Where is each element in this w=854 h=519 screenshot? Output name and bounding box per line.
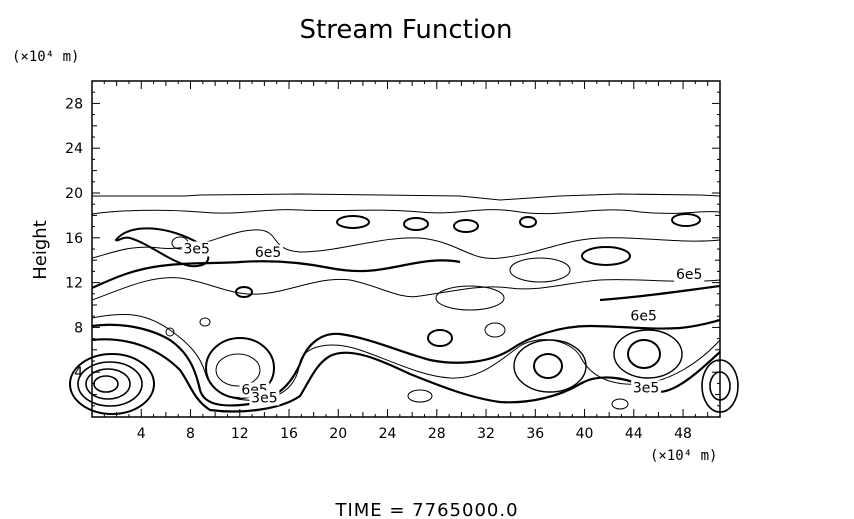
contour-label: 3e5 [633, 380, 659, 396]
contour-line [435, 285, 505, 311]
contour-label: 6e5 [676, 267, 702, 283]
contour-label-bg [249, 390, 280, 406]
contour-line [165, 327, 175, 337]
contour-label: 6e5 [630, 309, 656, 325]
contour-line [581, 246, 631, 266]
contour-label-bg [674, 267, 705, 283]
contour-line [91, 318, 721, 407]
chart-title: Stream Function [300, 15, 513, 45]
contour-line [509, 257, 571, 283]
contour-label-bg [253, 244, 284, 260]
contour-label-bg [181, 241, 212, 257]
contour-label-bg [628, 308, 659, 324]
contour-line [91, 277, 721, 301]
contour-line [92, 193, 721, 201]
contour-line [114, 227, 210, 268]
contour-line [85, 368, 131, 400]
y-tick-label: 16 [65, 231, 83, 247]
x-tick-label: 12 [231, 426, 249, 442]
x-tick-label: 48 [674, 426, 692, 442]
y-tick-label: 28 [65, 96, 83, 112]
x-tick-label: 36 [526, 426, 544, 442]
x-tick-label: 40 [576, 426, 594, 442]
y-tick-label: 4 [74, 365, 83, 381]
contour-line [671, 213, 701, 227]
y-tick-label: 20 [65, 186, 83, 202]
contour-line [235, 286, 253, 298]
y-tick-label: 12 [65, 276, 83, 292]
y-tick-label: 24 [65, 141, 83, 157]
contour-label: 3e5 [183, 241, 209, 257]
contour-line [215, 353, 261, 387]
contour-label: 6e5 [255, 245, 281, 261]
contour-line [599, 284, 721, 302]
contour-line [611, 398, 629, 410]
y-unit-label: (×10⁴ m) [12, 49, 79, 65]
contour-label: 3e5 [251, 390, 277, 406]
contour-line [484, 322, 506, 338]
x-tick-label: 20 [329, 426, 347, 442]
contour-line [513, 339, 587, 393]
x-tick-label: 16 [280, 426, 298, 442]
contour-line [91, 338, 721, 413]
contour-line [69, 353, 155, 415]
contour-line [453, 219, 479, 233]
contour-line [427, 329, 453, 347]
x-tick-label: 44 [625, 426, 643, 442]
contour-line [77, 361, 143, 407]
x-tick-label: 4 [137, 426, 146, 442]
x-tick-label: 24 [379, 426, 397, 442]
contour-line [627, 339, 661, 369]
contour-line [93, 375, 119, 393]
x-tick-label: 8 [186, 426, 195, 442]
contour-line [91, 209, 721, 215]
x-tick-label: 28 [428, 426, 446, 442]
contour-line [336, 215, 370, 229]
contour-line [519, 216, 537, 228]
x-tick-label: 32 [477, 426, 495, 442]
y-axis-title: Height [30, 220, 51, 280]
contour-line [407, 389, 433, 403]
time-label: TIME = 7765000.0 [334, 500, 518, 519]
contour-lines [69, 193, 739, 415]
contour-line [91, 313, 721, 401]
contour-line [403, 217, 429, 231]
x-unit-label: (×10⁴ m) [650, 448, 717, 464]
contour-line [199, 317, 211, 327]
contour-line [613, 329, 683, 379]
contour-label-bg [631, 380, 662, 396]
contour-line [533, 353, 563, 379]
contour-line [205, 337, 275, 399]
contour-line [91, 259, 461, 290]
y-tick-label: 8 [74, 320, 83, 336]
